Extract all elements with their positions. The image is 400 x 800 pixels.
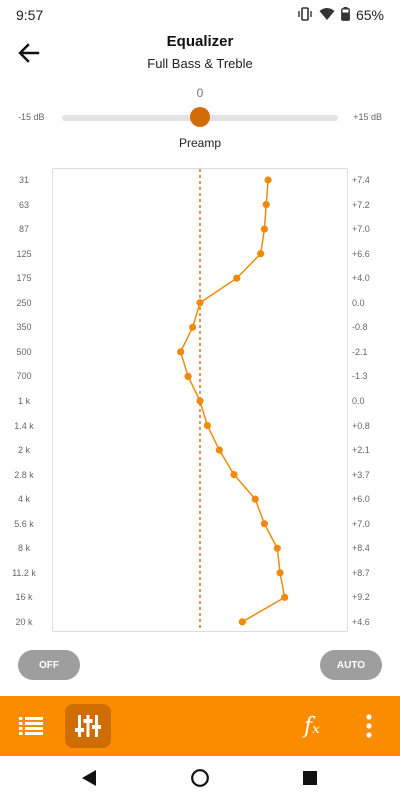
equalizer-frame — [52, 168, 348, 632]
band-gain-label: +7.4 — [352, 175, 370, 185]
system-nav-bar — [0, 756, 400, 800]
wifi-icon — [319, 7, 335, 24]
nav-home-button[interactable] — [186, 764, 214, 792]
band-gain-label: +6.6 — [352, 248, 370, 259]
bottom-toolbar: 𝑓ₓ — [0, 696, 400, 756]
band-gain-label: +8.7 — [352, 567, 370, 578]
eq-band-handle[interactable] — [230, 471, 238, 479]
equalizer-graph[interactable]: 31 +7.4 63 +7.2 87 +7.0 125 +6.6 175 +4.0 250 0.0 35… — [0, 165, 400, 635]
band-gain-label: 0.0 — [352, 297, 365, 308]
eq-band-handle[interactable] — [189, 323, 197, 331]
eq-band-handle[interactable] — [257, 250, 265, 258]
band-frequency-label: 350 — [16, 322, 32, 333]
band-gain-label: +4.0 — [352, 273, 370, 284]
eq-band-handle[interactable] — [177, 348, 185, 356]
band-frequency-label: 63 — [18, 199, 29, 210]
band-frequency-label: 175 — [16, 273, 32, 284]
band-frequency-label: 11.2 k — [12, 567, 36, 578]
band-gain-label: +0.8 — [352, 420, 370, 431]
more-options-button[interactable] — [354, 708, 384, 744]
band-gain-label: +3.7 — [352, 469, 370, 480]
eq-band-handle[interactable] — [238, 618, 246, 626]
band-frequency-label: 2.8 k — [14, 469, 34, 480]
band-gain-label: 0.0 — [352, 395, 365, 406]
band-frequency-label: 500 — [16, 346, 32, 357]
equalizer-icon — [75, 715, 101, 737]
battery-icon — [341, 6, 350, 24]
eq-band-handle[interactable] — [184, 372, 192, 380]
more-icon — [366, 714, 372, 738]
band-frequency-label: 5.6 k — [14, 518, 34, 529]
app-bar: Equalizer Full Bass & Treble — [0, 30, 400, 80]
band-frequency-label: 4 k — [17, 494, 30, 505]
eq-curve-line — [179, 179, 286, 623]
auto-button[interactable]: AUTO — [320, 650, 382, 680]
preamp-slider-thumb[interactable] — [190, 107, 210, 127]
playlist-button[interactable] — [12, 708, 50, 744]
eq-band-handle[interactable] — [264, 176, 272, 184]
eq-band-handle[interactable] — [273, 544, 281, 552]
arrow-left-icon — [18, 43, 40, 63]
band-gain-label: -1.3 — [352, 371, 368, 382]
eq-band-handle[interactable] — [203, 421, 211, 430]
band-frequency-label: 125 — [16, 248, 32, 259]
vibrate-icon — [297, 6, 313, 24]
band-frequency-label: 700 — [16, 371, 32, 382]
band-frequency-label: 2 k — [17, 445, 30, 456]
preset-name: Full Bass & Treble — [147, 56, 253, 71]
status-bar: 9:57 65% — [0, 0, 400, 30]
recent-apps-icon — [303, 771, 317, 785]
band-gain-label: +9.2 — [352, 592, 370, 603]
eq-band-handle[interactable] — [260, 520, 268, 528]
band-gain-label: +7.2 — [352, 199, 370, 210]
band-gain-label: +8.4 — [352, 543, 370, 554]
battery-percent: 65% — [355, 7, 384, 23]
eq-band-handle[interactable] — [276, 569, 284, 577]
band-frequency-label: 16 k — [15, 592, 33, 603]
preamp-max-label: +15 dB — [353, 112, 382, 122]
band-gain-label: +6.0 — [352, 494, 370, 505]
preamp-min-label: -15 dB — [18, 112, 45, 122]
preamp-value: 0 — [196, 86, 204, 100]
eq-band-handle[interactable] — [281, 593, 289, 601]
band-frequency-label: 8 k — [17, 543, 30, 554]
equalizer-tab-button[interactable] — [65, 704, 111, 748]
band-frequency-label: 31 — [18, 175, 29, 185]
back-button[interactable] — [12, 36, 46, 70]
eq-band-handle[interactable] — [251, 495, 259, 503]
preamp-label: Preamp — [178, 136, 222, 150]
eq-band-handle[interactable] — [260, 225, 268, 233]
list-icon — [19, 717, 43, 735]
eq-band-handle[interactable] — [196, 299, 204, 307]
eq-band-handle[interactable] — [196, 397, 204, 405]
band-gain-label: -2.1 — [352, 346, 368, 357]
band-frequency-label: 1 k — [17, 395, 30, 406]
band-frequency-label: 20 k — [15, 616, 33, 627]
page-title: Equalizer — [166, 33, 234, 50]
band-gain-label: +7.0 — [352, 518, 370, 529]
eq-band-handle[interactable] — [233, 274, 241, 282]
eq-band-handle[interactable] — [215, 446, 223, 454]
band-gain-label: +4.6 — [352, 616, 370, 627]
nav-back-button[interactable] — [75, 764, 103, 792]
off-button[interactable]: OFF — [18, 650, 80, 680]
band-frequency-label: 1.4 k — [14, 420, 34, 431]
status-time: 9:57 — [16, 7, 44, 23]
equalizer-curve[interactable] — [0, 165, 400, 635]
band-frequency-label: 250 — [16, 297, 32, 308]
band-frequency-label: 87 — [18, 224, 29, 235]
band-gain-label: -0.8 — [352, 322, 368, 333]
back-icon — [82, 770, 96, 786]
band-gain-label: +2.1 — [352, 445, 370, 456]
effects-button[interactable]: 𝑓ₓ — [292, 708, 332, 744]
effects-icon: 𝑓ₓ — [304, 713, 320, 739]
nav-recent-apps-button[interactable] — [296, 764, 324, 792]
eq-band-handle[interactable] — [262, 200, 270, 209]
status-icons: 65% — [297, 6, 384, 24]
band-gain-label: +7.0 — [352, 224, 370, 235]
home-icon — [191, 769, 209, 787]
